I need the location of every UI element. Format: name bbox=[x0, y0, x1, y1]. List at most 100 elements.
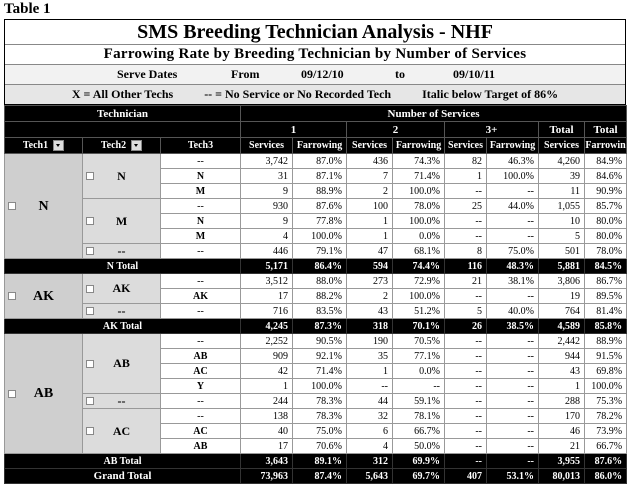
tech2-cell: AB bbox=[82, 333, 161, 394]
value-cell: 69.7% bbox=[392, 468, 446, 484]
value-cell: 4 bbox=[240, 228, 294, 244]
column-label: Farrowing bbox=[395, 140, 442, 151]
value-cell: 66.7% bbox=[392, 423, 446, 439]
value-cell: -- bbox=[486, 333, 540, 349]
value-cell: 244 bbox=[240, 393, 294, 409]
value-cell: 1 bbox=[346, 228, 394, 244]
tech3-cell: -- bbox=[159, 198, 242, 214]
value-cell: 80,013 bbox=[538, 468, 586, 484]
value-cell: 70.6% bbox=[292, 438, 348, 454]
value-cell: 288 bbox=[538, 393, 586, 409]
value-cell: 40.0% bbox=[486, 303, 540, 319]
expand-icon[interactable] bbox=[86, 247, 94, 255]
value-cell: 26 bbox=[444, 318, 488, 334]
column-header: Services bbox=[346, 137, 394, 154]
value-cell: -- bbox=[486, 438, 540, 454]
value-cell: 1 bbox=[538, 378, 586, 394]
tech3-cell: -- bbox=[159, 333, 242, 349]
tech1-cell: AB bbox=[4, 333, 83, 454]
value-cell: 88.9% bbox=[584, 333, 628, 349]
expand-icon[interactable] bbox=[86, 307, 94, 315]
value-cell: 66.7% bbox=[584, 438, 628, 454]
expand-icon[interactable] bbox=[8, 292, 16, 300]
value-cell: 3,742 bbox=[240, 153, 294, 169]
value-cell: 89.5% bbox=[584, 288, 628, 304]
value-cell: 1 bbox=[240, 378, 294, 394]
value-cell: 42 bbox=[240, 363, 294, 379]
value-cell: 59.1% bbox=[392, 393, 446, 409]
data-table: Technician Number of Services 1 2 3+ Total Tot… bbox=[3, 105, 628, 484]
data-row: M 4 100.0% 1 0.0% -- -- 5 80.0% bbox=[5, 228, 628, 244]
column-label: Farrowing bbox=[296, 140, 343, 151]
header-box: SMS Breeding Technician Analysis - NHF F… bbox=[4, 19, 626, 105]
tech3-cell: N bbox=[159, 168, 242, 184]
value-cell: 87.6% bbox=[584, 453, 628, 469]
value-cell: 100.0% bbox=[392, 183, 446, 199]
value-cell: -- bbox=[486, 288, 540, 304]
grand-total-row: Grand Total 73,963 87.4% 5,643 69.7% 407 53.1%… bbox=[3, 468, 628, 484]
filter-button[interactable] bbox=[131, 140, 143, 152]
value-cell: 5,643 bbox=[346, 468, 394, 484]
value-cell: 5 bbox=[538, 228, 586, 244]
value-cell: 170 bbox=[538, 408, 586, 424]
value-cell: 53.1% bbox=[486, 468, 540, 484]
header-row: Tech1 Tech2 Tech3 Services Farrowing Services… bbox=[4, 137, 628, 154]
legend-item: -- = No Service or No Recorded Tech bbox=[204, 87, 392, 101]
value-cell: 3,512 bbox=[240, 273, 294, 289]
from-label: From bbox=[231, 67, 260, 81]
column-label: Tech3 bbox=[187, 140, 214, 151]
value-cell: 87.3% bbox=[292, 318, 348, 334]
service-header: Total bbox=[584, 121, 628, 138]
header-row: 1 2 3+ Total Total bbox=[3, 121, 628, 138]
column-label: Services bbox=[544, 140, 580, 151]
expand-icon[interactable] bbox=[8, 389, 16, 398]
subtitle: Farrowing Rate by Breeding Technician by… bbox=[5, 45, 625, 65]
value-cell: 100.0% bbox=[584, 378, 628, 394]
value-cell: -- bbox=[486, 228, 540, 244]
expand-icon[interactable] bbox=[86, 397, 94, 405]
expand-icon[interactable] bbox=[86, 172, 94, 180]
value-cell: 75.0% bbox=[486, 243, 540, 259]
value-cell: 273 bbox=[346, 273, 394, 289]
expand-icon[interactable] bbox=[86, 217, 94, 225]
value-cell: 3,643 bbox=[240, 453, 294, 469]
tech2-cell: -- bbox=[82, 393, 161, 409]
caption: Table 1 bbox=[4, 1, 51, 17]
value-cell: 71.4% bbox=[392, 168, 446, 184]
expand-icon[interactable] bbox=[86, 284, 94, 293]
expand-icon[interactable] bbox=[86, 359, 94, 368]
value-cell: 90.9% bbox=[584, 183, 628, 199]
tech1-cell: N bbox=[4, 153, 83, 259]
value-cell: -- bbox=[444, 213, 488, 229]
value-cell: 78.0% bbox=[584, 243, 628, 259]
expand-icon[interactable] bbox=[86, 427, 94, 435]
expand-icon[interactable] bbox=[8, 202, 16, 210]
total-row: AK Total 4,245 87.3% 318 70.1% 26 38.5% 4,589 85… bbox=[3, 318, 628, 334]
tech3-cell: M bbox=[159, 228, 242, 244]
value-cell: 87.0% bbox=[292, 153, 348, 169]
filter-button[interactable] bbox=[53, 140, 65, 152]
value-cell: 43 bbox=[346, 303, 394, 319]
total-label: N Total bbox=[3, 258, 242, 274]
column-label: Farrowin bbox=[585, 140, 626, 151]
column-label: Tech1 bbox=[22, 139, 49, 151]
value-cell: 32 bbox=[346, 408, 394, 424]
value-cell: 40 bbox=[240, 423, 294, 439]
data-row: N 31 87.1% 7 71.4% 1 100.0% 39 84.6% bbox=[5, 168, 628, 184]
value-cell: 47 bbox=[346, 243, 394, 259]
value-cell: 48.3% bbox=[486, 258, 540, 274]
value-cell: -- bbox=[346, 378, 394, 394]
tech2-label: AC bbox=[112, 423, 131, 438]
value-cell: 5,881 bbox=[538, 258, 586, 274]
value-cell: 89.1% bbox=[292, 453, 348, 469]
value-cell: 100.0% bbox=[392, 213, 446, 229]
value-cell: -- bbox=[486, 213, 540, 229]
value-cell: 84.9% bbox=[584, 153, 628, 169]
value-cell: 80.0% bbox=[584, 213, 628, 229]
value-cell: -- bbox=[444, 408, 488, 424]
value-cell: 85.8% bbox=[584, 318, 628, 334]
data-row: AK AK -- 3,512 88.0% 273 72.9% 21 38.1% 3,806 86.7… bbox=[4, 273, 628, 319]
value-cell: 1 bbox=[346, 363, 394, 379]
value-cell: 0.0% bbox=[392, 228, 446, 244]
data-row: Y 1 100.0% -- -- -- -- 1 100.0% bbox=[5, 378, 628, 394]
